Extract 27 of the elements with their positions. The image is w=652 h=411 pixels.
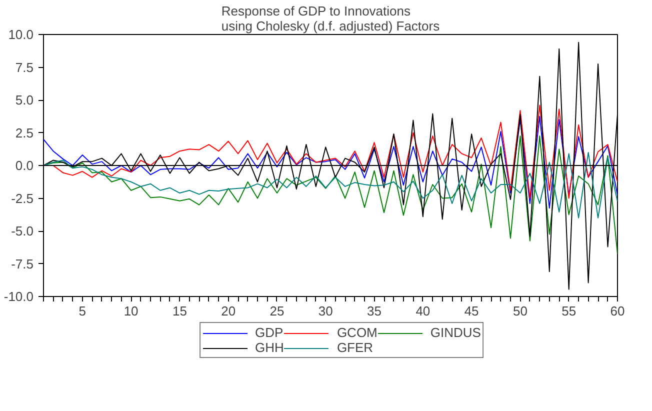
legend-label: GDP: [255, 325, 284, 340]
y-tick-label: 10.0: [8, 27, 34, 42]
y-tick-label: 7.5: [15, 60, 34, 75]
chart-title: Response of GDP to Innovations using Cholesky (d.f. adjusted) Factors: [221, 4, 440, 34]
legend-label: GFER: [336, 340, 374, 355]
x-tick-label: 55: [562, 304, 576, 318]
x-tick-label: 25: [270, 304, 284, 318]
x-tick-label: 60: [610, 304, 625, 318]
x-tick-label: 20: [221, 304, 236, 318]
y-tick-label: 0.0: [15, 158, 34, 173]
x-tick-label: 50: [512, 304, 528, 318]
x-tick-label: 10: [124, 304, 138, 318]
legend-label: GCOM: [336, 325, 378, 340]
legend-label: GHH: [255, 340, 284, 355]
y-tick-label: -2.5: [11, 190, 34, 206]
x-tick-label: 35: [367, 304, 382, 318]
x-tick-label: 45: [464, 304, 479, 318]
legend-label: GINDUS: [430, 325, 481, 340]
y-tick-label: 5.0: [15, 92, 34, 108]
y-tick-label: -7.5: [11, 256, 34, 272]
x-tick-label: 30: [318, 304, 333, 318]
x-tick-label: 15: [172, 304, 187, 318]
y-tick-label: -10.0: [4, 289, 34, 304]
x-tick-label: 40: [416, 304, 430, 318]
x-tick-label: 5: [78, 304, 86, 318]
y-tick-label: 2.5: [15, 125, 34, 140]
y-tick-label: -5.0: [11, 224, 34, 238]
